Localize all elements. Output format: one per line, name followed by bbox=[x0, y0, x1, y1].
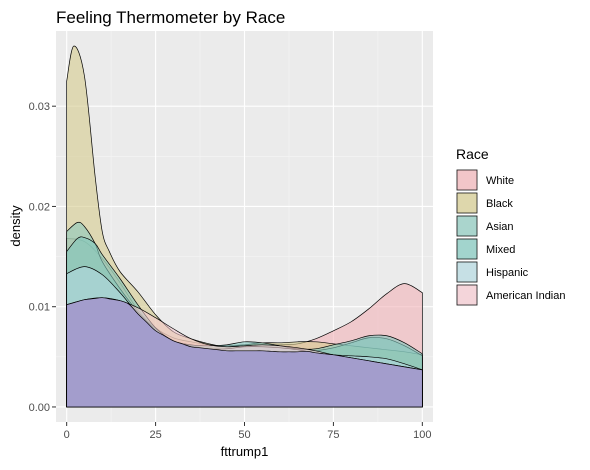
x-tick-label: 100 bbox=[413, 429, 431, 441]
density-overlap-area bbox=[66, 297, 423, 408]
legend-title: Race bbox=[456, 146, 489, 162]
legend-label-white: White bbox=[486, 175, 514, 187]
y-tick-label: 0.02 bbox=[29, 201, 50, 213]
legend-swatch-white bbox=[456, 169, 478, 191]
legend: Race White Black Asian Mixed Hispanic America… bbox=[456, 146, 566, 306]
legend-items: White Black Asian Mixed Hispanic American Ind… bbox=[456, 169, 566, 306]
x-tick-label: 75 bbox=[327, 429, 339, 441]
x-axis: 0 25 50 75 100 bbox=[64, 422, 432, 441]
legend-swatch-mixed bbox=[456, 238, 478, 260]
x-tick-label: 0 bbox=[64, 429, 70, 441]
legend-swatch-asian bbox=[456, 215, 478, 237]
density-areas bbox=[66, 45, 423, 408]
legend-swatch-hispanic bbox=[456, 261, 478, 283]
x-tick-label: 25 bbox=[149, 429, 161, 441]
chart-title: Feeling Thermometer by Race bbox=[56, 8, 285, 27]
legend-label-mixed: Mixed bbox=[486, 244, 515, 256]
legend-label-american-indian: American Indian bbox=[486, 290, 566, 302]
legend-label-hispanic: Hispanic bbox=[486, 267, 529, 279]
y-tick-label: 0.00 bbox=[29, 402, 50, 414]
x-tick-label: 50 bbox=[238, 429, 250, 441]
y-axis-title: density bbox=[8, 205, 23, 247]
y-tick-label: 0.03 bbox=[29, 101, 50, 113]
legend-label-black: Black bbox=[486, 198, 513, 210]
x-axis-title: fttrump1 bbox=[221, 444, 269, 459]
legend-swatch-american-indian bbox=[456, 284, 478, 306]
y-axis: 0.00 0.01 0.02 0.03 bbox=[29, 101, 56, 414]
y-tick-label: 0.01 bbox=[29, 302, 50, 314]
legend-swatch-black bbox=[456, 192, 478, 214]
legend-label-asian: Asian bbox=[486, 221, 514, 233]
